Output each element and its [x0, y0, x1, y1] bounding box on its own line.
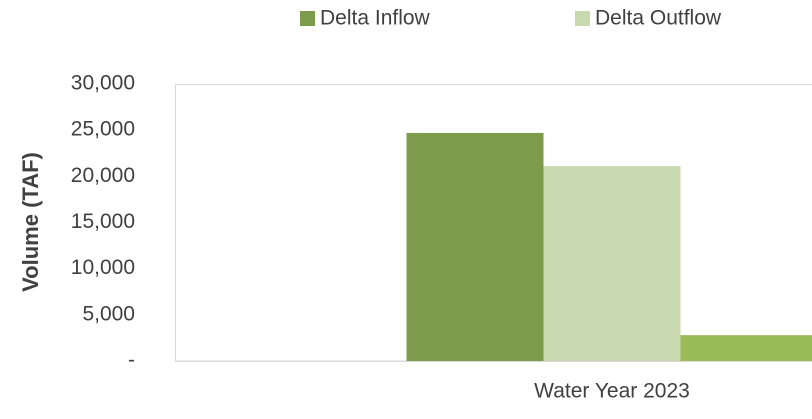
legend-label: Delta Inflow [320, 7, 431, 30]
x-tick-label: Water Year 2023 [534, 380, 690, 403]
bars [406, 132, 812, 361]
bar [406, 132, 544, 361]
y-axis-label: Volume (TAF) [18, 152, 43, 292]
bar [543, 166, 681, 361]
y-tick-label: 5,000 [82, 302, 135, 325]
y-tick-label: 30,000 [71, 72, 135, 95]
y-tick-label: 20,000 [71, 164, 135, 187]
y-tick-label: 10,000 [71, 256, 135, 279]
y-tick-label: - [128, 349, 135, 372]
bar [680, 335, 812, 361]
legend-swatch [300, 11, 315, 26]
y-tick-label: 25,000 [71, 118, 135, 141]
legend-label: Delta Outflow [595, 7, 722, 30]
y-tick-label: 15,000 [71, 210, 135, 233]
legend-swatch [575, 11, 590, 26]
